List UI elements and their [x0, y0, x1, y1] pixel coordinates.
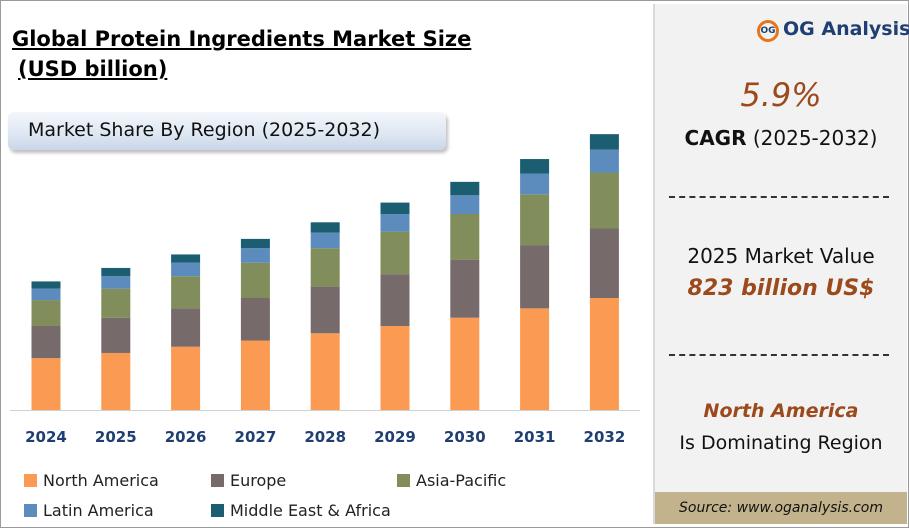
legend-label-asia-pacific: Asia-Pacific: [416, 471, 507, 490]
bar-asia-pacific-2032: [589, 172, 619, 229]
legend-item-latin-america: Latin America: [24, 501, 154, 520]
bar-latin-america-2032: [589, 149, 619, 173]
chart-title: Global Protein Ingredients Market Size (…: [12, 24, 471, 84]
bar-asia-pacific-2030: [450, 214, 480, 260]
og-logo-icon: OG: [757, 20, 779, 42]
bar-middle-east-africa-2031: [520, 159, 550, 174]
chart-subtitle: Market Share By Region (2025-2032): [28, 119, 381, 141]
summary-panel: OG OG Analysis 5.9% CAGR (2025-2032) 2025…: [653, 4, 909, 524]
bar-asia-pacific-2031: [520, 194, 550, 246]
bar-europe-2028: [310, 286, 340, 334]
bar-europe-2030: [450, 259, 480, 318]
bar-europe-2031: [520, 245, 550, 309]
x-tick-label-2025: 2025: [95, 428, 137, 446]
legend-item-north-america: North America: [24, 471, 159, 490]
x-tick-label-2032: 2032: [584, 428, 626, 446]
legend-label-latin-america: Latin America: [43, 501, 154, 520]
bar-latin-america-2030: [450, 195, 480, 214]
bar-europe-2027: [240, 298, 270, 341]
bar-asia-pacific-2025: [101, 288, 131, 318]
bar-asia-pacific-2028: [310, 248, 340, 287]
dominating-region: North America: [703, 400, 859, 422]
bar-middle-east-africa-2024: [31, 281, 61, 289]
bar-latin-america-2029: [380, 214, 410, 232]
bar-north-america-2027: [240, 340, 270, 410]
cagr-period: (2025-2032): [752, 126, 878, 150]
bar-asia-pacific-2027: [240, 262, 270, 298]
cagr-label-text: CAGR: [684, 126, 747, 150]
market-value: 823 billion US$: [687, 276, 875, 301]
legend-item-europe: Europe: [211, 471, 286, 490]
subtitle-box: Market Share By Region (2025-2032): [8, 112, 446, 150]
x-tick-label-2031: 2031: [514, 428, 556, 446]
market-value-label: 2025 Market Value: [687, 244, 875, 268]
legend-swatch-asia-pacific: [397, 474, 410, 487]
x-tick-label-2024: 2024: [25, 428, 67, 446]
bar-latin-america-2026: [171, 262, 201, 277]
source-link[interactable]: Source: www.oganalysis.com: [655, 492, 907, 524]
bar-north-america-2025: [101, 352, 131, 410]
bar-europe-2024: [31, 326, 61, 359]
x-tick-label-2026: 2026: [165, 428, 207, 446]
bar-latin-america-2024: [31, 288, 61, 301]
bar-middle-east-africa-2028: [310, 222, 340, 233]
bar-middle-east-africa-2027: [240, 238, 270, 249]
bar-north-america-2032: [589, 298, 619, 410]
legend-item-middle-east-africa: Middle East & Africa: [211, 501, 391, 520]
legend-swatch-europe: [211, 474, 224, 487]
legend-item-asia-pacific: Asia-Pacific: [397, 471, 506, 490]
bar-middle-east-africa-2030: [450, 181, 480, 196]
legend-swatch-north-america: [24, 474, 37, 487]
x-tick-label-2027: 2027: [235, 428, 277, 446]
dominating-text: Is Dominating Region: [679, 432, 883, 454]
cagr-label: CAGR (2025-2032): [655, 126, 907, 150]
bar-middle-east-africa-2025: [101, 267, 131, 277]
legend-swatch-latin-america: [24, 504, 37, 517]
bar-europe-2032: [589, 228, 619, 298]
bar-europe-2025: [101, 317, 131, 353]
bar-north-america-2026: [171, 346, 201, 410]
bar-asia-pacific-2024: [31, 300, 61, 326]
chart-title-line-2: (USD billion): [18, 57, 168, 81]
x-tick-label-2029: 2029: [374, 428, 416, 446]
legend-swatch-middle-east-africa: [211, 504, 224, 517]
bar-latin-america-2027: [240, 248, 270, 263]
bar-middle-east-africa-2032: [589, 134, 619, 150]
x-tick-label-2028: 2028: [304, 428, 346, 446]
bar-latin-america-2031: [520, 173, 550, 195]
bar-europe-2026: [171, 308, 201, 347]
bar-asia-pacific-2026: [171, 276, 201, 309]
bar-latin-america-2025: [101, 276, 131, 289]
legend-label-europe: Europe: [230, 471, 287, 490]
x-tick-label-2030: 2030: [444, 428, 486, 446]
bar-north-america-2030: [450, 317, 480, 410]
bar-north-america-2024: [31, 358, 61, 410]
bar-middle-east-africa-2029: [380, 202, 410, 214]
bar-latin-america-2028: [310, 232, 340, 249]
logo-text: OG Analysis: [783, 18, 909, 40]
bar-middle-east-africa-2026: [171, 254, 201, 263]
stacked-bar-chart: 2024 2025 2026 2027 2028 2029 2030 2031 2032: [10, 134, 640, 446]
legend-label-north-america: North America: [43, 471, 159, 490]
cagr-value: 5.9%: [740, 76, 822, 114]
divider-bottom: [669, 354, 889, 356]
og-analysis-logo: OG OG Analysis: [757, 18, 909, 42]
divider-top: [669, 196, 889, 198]
bar-europe-2029: [380, 274, 410, 326]
bar-north-america-2028: [310, 333, 340, 410]
legend-label-middle-east-africa: Middle East & Africa: [230, 501, 391, 520]
bar-north-america-2029: [380, 326, 410, 410]
chart-title-line-1: Global Protein Ingredients Market Size: [12, 27, 472, 51]
bar-asia-pacific-2029: [380, 231, 410, 275]
bar-north-america-2031: [520, 308, 550, 410]
